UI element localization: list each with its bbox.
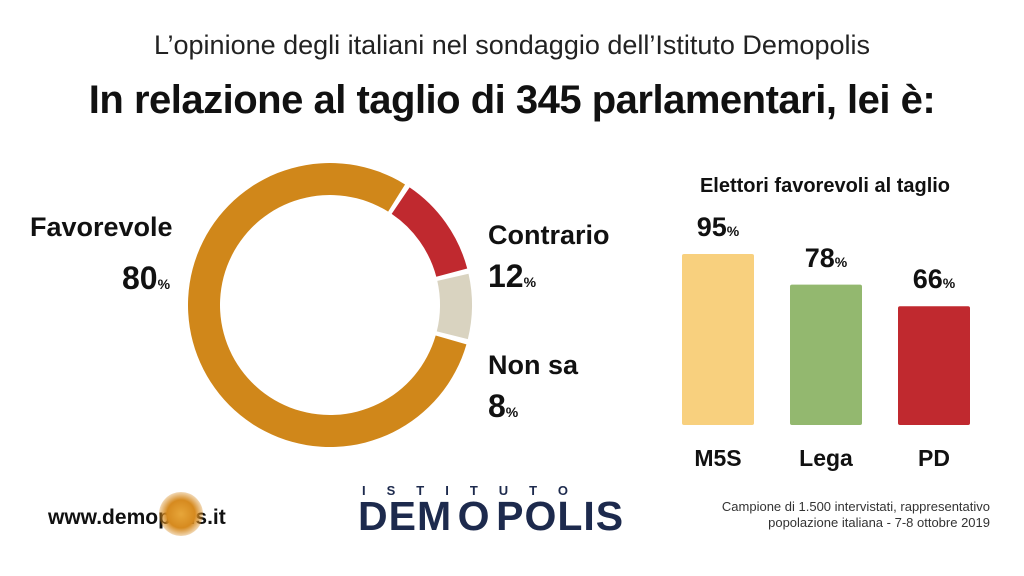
bar-chart-title: Elettori favorevoli al taglio	[699, 175, 951, 197]
donut-label-favorevole: Favorevole	[30, 212, 173, 242]
donut-slice-non-sa	[436, 273, 472, 340]
donut-slice-contrario	[391, 187, 468, 277]
donut-label-contrario: Contrario	[488, 220, 610, 250]
bar-pd	[898, 306, 970, 425]
footnote-line-1: Campione di 1.500 intervistati, rapprese…	[721, 499, 990, 514]
demopolis-logo: DEM O POLIS	[358, 493, 624, 540]
bar-label-m5s: M5S	[694, 445, 742, 471]
donut-label-non-sa: Non sa	[488, 350, 579, 380]
footnote-line-2: popolazione italiana - 7-8 ottobre 2019	[768, 515, 990, 530]
logo-o-letter: O	[457, 493, 491, 539]
donut-value-favorevole: 80%	[122, 260, 171, 296]
subtitle: L’opinione degli italiani nel sondaggio …	[154, 30, 870, 60]
bar-value-pd: 66%	[912, 264, 956, 294]
logo-istituto-text: ISTITUTO	[362, 483, 589, 498]
bar-label-pd: PD	[918, 445, 950, 471]
bar-label-lega: Lega	[799, 445, 853, 471]
bar-lega	[790, 284, 862, 425]
logo-text-left: DEM	[358, 493, 453, 539]
page-title: In relazione al taglio di 345 parlamenta…	[88, 78, 936, 122]
bar-value-m5s: 95%	[696, 212, 740, 242]
footnote: Campione di 1.500 intervistati, rapprese…	[660, 499, 990, 531]
donut-value-non-sa: 8%	[488, 388, 519, 424]
bar-m5s	[682, 254, 754, 425]
donut-value-contrario: 12%	[488, 258, 537, 294]
logo-sun-icon	[159, 492, 203, 536]
bar-value-lega: 78%	[804, 243, 848, 273]
logo-text-right: POLIS	[496, 493, 625, 539]
